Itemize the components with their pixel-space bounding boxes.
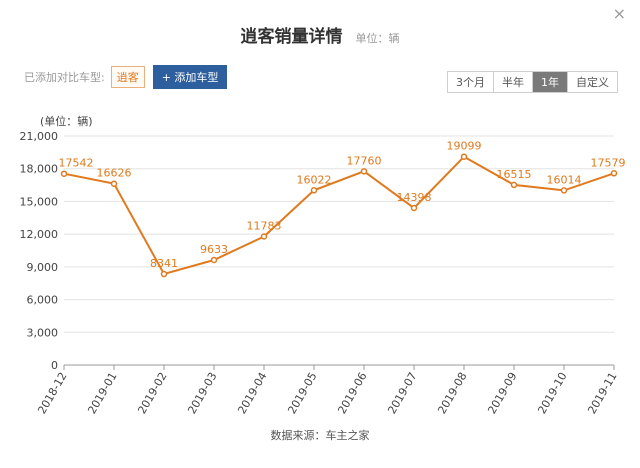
- y-tick-label: 18,000: [20, 163, 59, 176]
- x-tick-label: 2019-08: [435, 370, 469, 416]
- y-tick-label: 3,000: [27, 326, 59, 339]
- x-tick-label: 2019-05: [285, 370, 319, 416]
- data-point: [560, 187, 568, 194]
- grid-lines: [64, 135, 614, 366]
- range-tab-1y[interactable]: 1年: [532, 72, 567, 92]
- x-tick-label: 2019-01: [85, 370, 119, 416]
- data-point: [360, 168, 368, 175]
- source-note: 数据来源：车主之家: [270, 429, 370, 442]
- data-point: [210, 256, 218, 264]
- y-tick-label: 0: [51, 359, 58, 372]
- add-model-button[interactable]: + 添加车型: [152, 65, 228, 89]
- data-label: 19099: [447, 140, 482, 153]
- data-label: 14398: [397, 191, 432, 204]
- x-tick-label: 2019-11: [585, 370, 619, 416]
- x-tick-label: 2019-07: [385, 370, 419, 416]
- data-label: 16014: [547, 173, 582, 186]
- data-label: 8341: [150, 257, 178, 270]
- y-tick-label: 6,000: [27, 294, 59, 307]
- x-tick-label: 2018-12: [35, 370, 69, 416]
- series-path: [63, 155, 615, 276]
- data-label: 16626: [97, 167, 132, 180]
- page-title: 逍客销量详情: [240, 27, 343, 47]
- data-points: [60, 153, 618, 278]
- range-tab-custom[interactable]: 自定义: [567, 72, 617, 92]
- data-point: [510, 181, 518, 189]
- chart-header: 逍客销量详情 单位：辆: [0, 22, 640, 47]
- x-tick-label: 2019-03: [185, 370, 219, 416]
- data-label: 16515: [497, 168, 532, 181]
- data-point: [410, 204, 418, 212]
- close-icon[interactable]: ×: [612, 4, 626, 23]
- y-axis-label: (单位：辆): [40, 114, 93, 128]
- data-point: [460, 153, 468, 160]
- data-point: [160, 270, 168, 278]
- data-label: 17542: [59, 157, 94, 170]
- data-point: [110, 180, 118, 187]
- series-line: [63, 155, 615, 276]
- x-tick-label: 2019-04: [235, 370, 269, 416]
- data-label: 11783: [247, 220, 282, 233]
- y-tick-label: 21,000: [20, 130, 59, 143]
- data-point: [610, 170, 618, 177]
- data-point: [60, 170, 68, 177]
- x-tick-label: 2019-06: [335, 370, 369, 416]
- x-axis-ticks: 2018-12 2019-01 2019-02 2019-03 2019-04 2019-…: [35, 365, 620, 416]
- data-point: [310, 187, 318, 194]
- data-label: 16022: [297, 173, 332, 186]
- x-tick-label: 2019-02: [135, 370, 169, 416]
- y-tick-label: 12,000: [20, 228, 59, 241]
- compare-label: 已添加对比车型:: [24, 71, 105, 84]
- model-tag[interactable]: 逍客: [110, 66, 145, 88]
- range-tab-3m[interactable]: 3个月: [448, 72, 493, 92]
- y-tick-label: 9,000: [27, 261, 59, 274]
- x-tick-label: 2019-10: [535, 370, 569, 416]
- unit-label: 单位：辆: [355, 32, 400, 45]
- range-selector: 3个月 半年 1年 自定义: [447, 71, 618, 93]
- compare-bar: 已添加对比车型: 逍客 + 添加车型: [24, 65, 228, 89]
- data-label: 17760: [347, 154, 382, 167]
- y-axis-ticks: 0 3,000 6,000 9,000 12,000 15,000 18,000 21,000: [20, 130, 59, 372]
- range-tab-6m[interactable]: 半年: [493, 72, 532, 92]
- data-label: 17579: [591, 156, 626, 169]
- y-tick-label: 15,000: [20, 195, 59, 208]
- data-point: [260, 233, 268, 240]
- x-tick-label: 2019-09: [485, 370, 519, 416]
- data-label: 9633: [200, 243, 228, 256]
